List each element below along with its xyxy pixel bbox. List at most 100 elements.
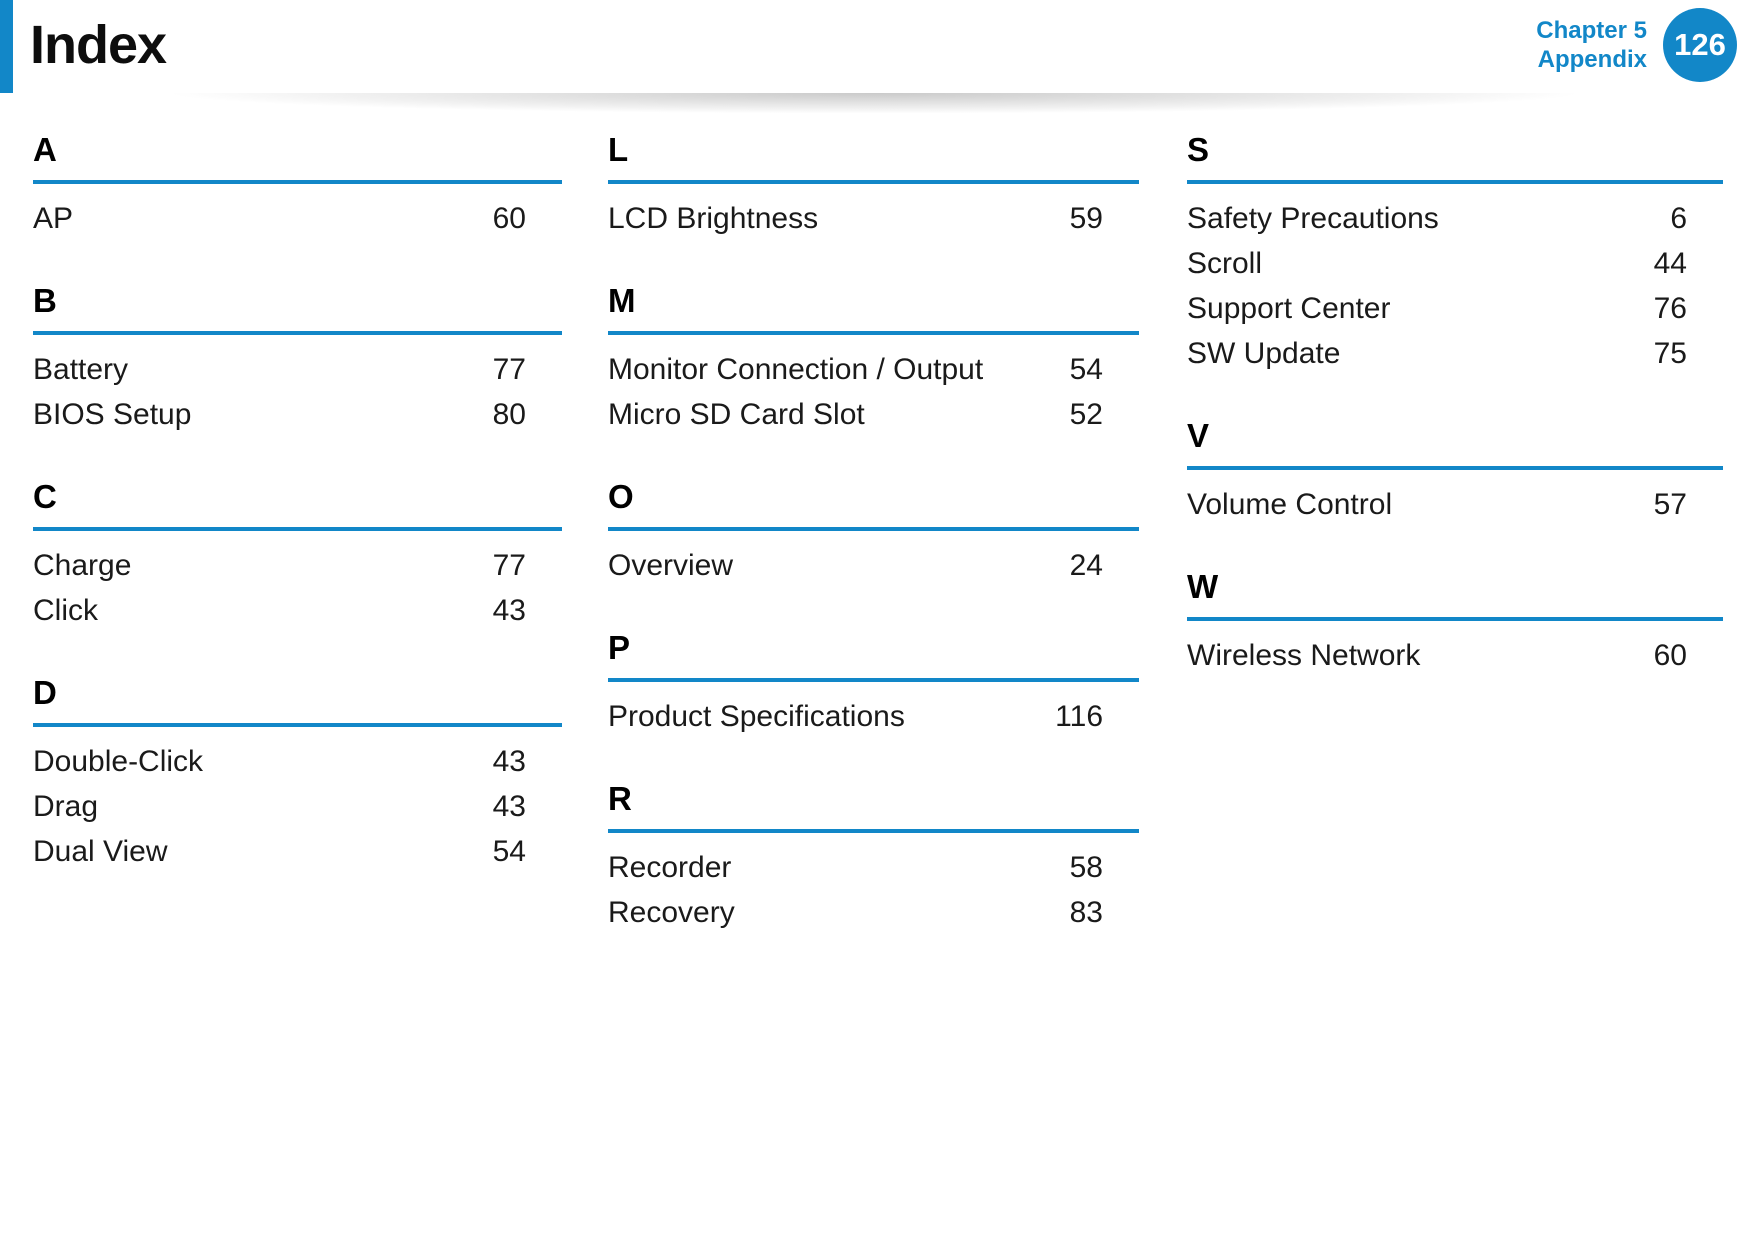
index-entry-label: Battery (33, 352, 129, 386)
index-entry-page: 58 (1069, 850, 1103, 884)
section-letter: R (608, 781, 1139, 833)
section-letter: B (33, 283, 562, 335)
index-entry: Overview 24 (608, 543, 1139, 588)
index-entry: Recovery 83 (608, 890, 1139, 935)
section-entries: Volume Control 57 (1187, 470, 1723, 527)
index-entry-page: 60 (1653, 638, 1687, 672)
index-entry: Double-Click 43 (33, 739, 562, 784)
index-entry: Recorder 58 (608, 845, 1139, 890)
index-entry-page: 52 (1069, 397, 1103, 431)
index-section: S Safety Precautions 6 Scroll 44 Support Cent… (1187, 132, 1723, 376)
index-column: S Safety Precautions 6 Scroll 44 Support Cent… (1187, 132, 1723, 720)
section-letter: D (33, 675, 562, 727)
index-entry-label: Recovery (608, 895, 735, 929)
page-number-badge: 126 (1663, 8, 1737, 82)
section-letter: C (33, 479, 562, 531)
index-column: A AP 60 B Battery 77 BIOS Setup 80 C Charge 77 Clic… (33, 132, 562, 916)
index-section: A AP 60 (33, 132, 562, 241)
index-entry-label: Monitor Connection / Output (608, 352, 984, 386)
page-header: Index Chapter 5 Appendix 126 (0, 0, 1749, 93)
index-entry: Micro SD Card Slot 52 (608, 392, 1139, 437)
index-section: M Monitor Connection / Output 54 Micro SD C… (608, 283, 1139, 437)
section-entries: LCD Brightness 59 (608, 184, 1139, 241)
section-letter: V (1187, 418, 1723, 470)
index-entry-label: Volume Control (1187, 487, 1393, 521)
section-letter: A (33, 132, 562, 184)
index-entry-page: 77 (492, 352, 526, 386)
index-entry-page: 24 (1069, 548, 1103, 582)
index-entry-page: 43 (492, 744, 526, 778)
index-entry-page: 77 (492, 548, 526, 582)
index-entry-page: 44 (1653, 246, 1687, 280)
index-entry: LCD Brightness 59 (608, 196, 1139, 241)
section-entries: Safety Precautions 6 Scroll 44 Support Cente… (1187, 184, 1723, 376)
index-entry-page: 54 (492, 834, 526, 868)
index-entry: Safety Precautions 6 (1187, 196, 1723, 241)
index-entry-label: Dual View (33, 834, 168, 868)
index-entry-page: 83 (1069, 895, 1103, 929)
section-entries: Battery 77 BIOS Setup 80 (33, 335, 562, 437)
index-entry-page: 60 (492, 201, 526, 235)
section-entries: Wireless Network 60 (1187, 621, 1723, 678)
section-entries: Monitor Connection / Output 54 Micro SD Ca… (608, 335, 1139, 437)
index-entry-page: 75 (1653, 336, 1687, 370)
section-entries: AP 60 (33, 184, 562, 241)
index-entry-page: 116 (1055, 699, 1103, 733)
index-entry-label: Charge (33, 548, 132, 582)
index-entry-label: Safety Precautions (1187, 201, 1439, 235)
index-entry: Click 43 (33, 588, 562, 633)
index-entry: Volume Control 57 (1187, 482, 1723, 527)
index-entry: Wireless Network 60 (1187, 633, 1723, 678)
index-entry-label: Scroll (1187, 246, 1263, 280)
index-entry-page: 43 (492, 789, 526, 823)
page-title: Index (30, 15, 167, 75)
index-entry-label: Click (33, 593, 98, 627)
section-entries: Charge 77 Click 43 (33, 531, 562, 633)
index-entry-label: Support Center (1187, 291, 1391, 325)
index-entry-label: BIOS Setup (33, 397, 192, 431)
section-letter: L (608, 132, 1139, 184)
index-section: C Charge 77 Click 43 (33, 479, 562, 633)
index-entry-label: Micro SD Card Slot (608, 397, 865, 431)
section-entries: Overview 24 (608, 531, 1139, 588)
index-entry: Battery 77 (33, 347, 562, 392)
index-entry: Scroll 44 (1187, 241, 1723, 286)
index-entry-label: SW Update (1187, 336, 1341, 370)
index-entry: Dual View 54 (33, 829, 562, 874)
index-entry-label: Overview (608, 548, 734, 582)
header-right: Chapter 5 Appendix 126 (1536, 8, 1737, 82)
index-entry-page: 6 (1670, 201, 1687, 235)
index-section: R Recorder 58 Recovery 83 (608, 781, 1139, 935)
accent-bar (0, 0, 13, 93)
section-entries: Double-Click 43 Drag 43 Dual View 54 (33, 727, 562, 874)
index-entry: Monitor Connection / Output 54 (608, 347, 1139, 392)
index-entry-label: Product Specifications (608, 699, 905, 733)
section-letter: P (608, 630, 1139, 682)
index-section: D Double-Click 43 Drag 43 Dual View 54 (33, 675, 562, 874)
index-entry: Product Specifications 116 (608, 694, 1139, 739)
index-section: L LCD Brightness 59 (608, 132, 1139, 241)
index-entry-label: Double-Click (33, 744, 204, 778)
index-entry: BIOS Setup 80 (33, 392, 562, 437)
header-shadow (0, 93, 1749, 123)
index-section: P Product Specifications 116 (608, 630, 1139, 739)
section-entries: Product Specifications 116 (608, 682, 1139, 739)
index-entry-page: 59 (1069, 201, 1103, 235)
index-entry-label: Drag (33, 789, 99, 823)
index-entry: Support Center 76 (1187, 286, 1723, 331)
index-entry-page: 54 (1069, 352, 1103, 386)
section-letter: W (1187, 569, 1723, 621)
index-column: L LCD Brightness 59 M Monitor Connection / O… (608, 132, 1139, 977)
index-entry-label: AP (33, 201, 74, 235)
index-entry: Drag 43 (33, 784, 562, 829)
chapter-line1: Chapter 5 (1536, 17, 1647, 44)
index-section: V Volume Control 57 (1187, 418, 1723, 527)
section-letter: M (608, 283, 1139, 335)
index-entry-label: Recorder (608, 850, 732, 884)
index-section: O Overview 24 (608, 479, 1139, 588)
index-entry: Charge 77 (33, 543, 562, 588)
chapter-line2: Appendix (1537, 46, 1647, 73)
index-section: B Battery 77 BIOS Setup 80 (33, 283, 562, 437)
index-entry-page: 80 (492, 397, 526, 431)
